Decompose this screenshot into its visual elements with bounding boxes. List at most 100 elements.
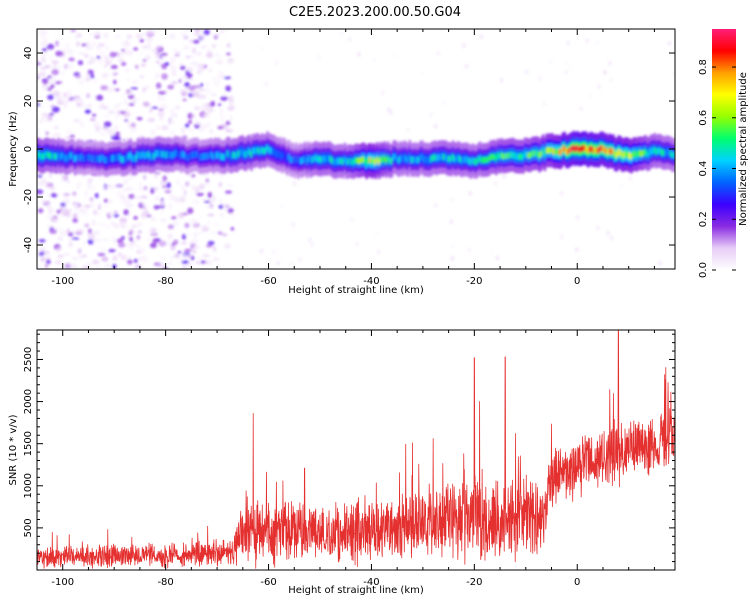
heatmap-noise-cell bbox=[479, 34, 484, 40]
heatmap-signal-core bbox=[585, 145, 588, 152]
heatmap-signal-core bbox=[561, 146, 565, 153]
y-tick-label: 20 bbox=[23, 95, 34, 108]
heatmap-noise-cell bbox=[449, 219, 454, 225]
heatmap-signal-core bbox=[615, 151, 619, 158]
heatmap-noise-cell bbox=[597, 84, 602, 90]
heatmap-noise-cell bbox=[450, 243, 455, 249]
heatmap-noise-cell bbox=[96, 55, 101, 59]
heatmap-noise-cell bbox=[84, 109, 91, 114]
heatmap-noise-cell bbox=[113, 210, 118, 214]
heatmap-signal-core bbox=[239, 149, 242, 156]
heatmap-noise-cell bbox=[495, 255, 500, 261]
snr-y-ticks: 500 1000 1500 2000 2500 bbox=[23, 333, 675, 563]
heatmap-signal-core bbox=[536, 150, 540, 157]
heatmap-noise-cell bbox=[64, 63, 68, 70]
heatmap-signal-core bbox=[671, 152, 675, 159]
heatmap-noise-cell bbox=[161, 73, 168, 80]
heatmap-noise-cell bbox=[189, 62, 196, 66]
heatmap-noise-cell bbox=[217, 125, 224, 130]
heatmap-signal-core bbox=[473, 158, 476, 165]
heatmap-noise-cell bbox=[129, 236, 133, 242]
heatmap-noise-cell bbox=[179, 65, 186, 71]
heatmap-noise-cell bbox=[595, 225, 600, 231]
heatmap-noise-cell bbox=[66, 89, 72, 96]
heatmap-noise-cell bbox=[66, 50, 75, 55]
heatmap-signal-core bbox=[316, 156, 320, 163]
heatmap-noise-cell bbox=[181, 260, 190, 265]
heatmap-signal-core bbox=[187, 154, 190, 161]
heatmap-signal-core bbox=[37, 151, 41, 158]
heatmap-signal-core bbox=[646, 151, 649, 158]
heatmap-noise-cell bbox=[168, 118, 173, 125]
heatmap-noise-cell bbox=[162, 185, 167, 189]
heatmap-noise-cell bbox=[141, 202, 146, 207]
heatmap-noise-cell bbox=[154, 75, 159, 80]
heatmap-signal-core bbox=[410, 156, 413, 163]
heatmap-noise-cell bbox=[126, 256, 133, 259]
heatmap-noise-cell bbox=[71, 256, 79, 260]
heatmap-signal-core bbox=[440, 153, 444, 161]
heatmap-signal-core bbox=[331, 157, 334, 164]
heatmap-signal-core bbox=[188, 152, 192, 159]
heatmap-noise-cell bbox=[218, 70, 223, 75]
heatmap-signal-core bbox=[554, 148, 558, 155]
heatmap-noise-cell bbox=[158, 108, 165, 112]
heatmap-signal-core bbox=[286, 155, 289, 162]
heatmap-noise-cell bbox=[316, 54, 321, 60]
heatmap-noise-cell bbox=[111, 184, 117, 190]
heatmap-noise-cell bbox=[123, 68, 132, 73]
heatmap-noise-cell bbox=[126, 259, 133, 265]
heatmap-signal-core bbox=[358, 157, 361, 165]
heatmap-signal-core bbox=[242, 150, 246, 157]
heatmap-signal-core bbox=[68, 153, 71, 161]
heatmap-noise-cell bbox=[51, 68, 59, 76]
heatmap-noise-cell bbox=[280, 203, 285, 209]
heatmap-noise-cell bbox=[450, 255, 455, 261]
heatmap-signal-core bbox=[172, 151, 176, 158]
heatmap-noise-cell bbox=[68, 241, 73, 247]
heatmap-signal-core bbox=[626, 151, 630, 158]
heatmap-signal-core bbox=[284, 153, 287, 160]
heatmap-noise-cell bbox=[135, 33, 142, 40]
heatmap-noise-cell bbox=[139, 51, 143, 55]
heatmap-noise-cell bbox=[203, 87, 211, 93]
heatmap-noise-cell bbox=[142, 101, 150, 107]
heatmap-signal-core bbox=[540, 150, 543, 158]
heatmap-signal-core bbox=[277, 151, 280, 158]
heatmap-noise-cell bbox=[52, 218, 58, 223]
heatmap-signal-core bbox=[194, 151, 197, 158]
heatmap-noise-cell bbox=[174, 253, 180, 259]
heatmap-signal-core bbox=[376, 155, 379, 163]
heatmap-noise-cell bbox=[187, 261, 194, 267]
heatmap-noise-cell bbox=[429, 111, 434, 117]
heatmap-noise-cell bbox=[66, 228, 71, 234]
heatmap-noise-cell bbox=[191, 30, 196, 36]
heatmap-noise-cell bbox=[167, 261, 173, 266]
heatmap-noise-cell bbox=[185, 233, 192, 237]
heatmap-noise-cell bbox=[493, 180, 498, 186]
heatmap-signal-core bbox=[309, 157, 313, 164]
heatmap-noise-cell bbox=[436, 51, 441, 57]
heatmap-noise-cell bbox=[180, 89, 186, 94]
heatmap-noise-cell bbox=[146, 37, 153, 43]
heatmap-signal-core bbox=[460, 157, 464, 164]
heatmap-noise-cell bbox=[44, 263, 49, 269]
heatmap-signal-core bbox=[295, 156, 298, 163]
heatmap-signal-core bbox=[140, 152, 143, 159]
heatmap-noise-cell bbox=[180, 75, 188, 82]
heatmap-signal-core bbox=[588, 146, 592, 153]
heatmap-noise-cell bbox=[56, 209, 61, 214]
heatmap-noise-cell bbox=[72, 203, 78, 208]
heatmap-noise-cell bbox=[125, 243, 133, 248]
heatmap-signal-core bbox=[458, 156, 462, 163]
heatmap-signal-band bbox=[37, 130, 675, 180]
heatmap-noise-cell bbox=[136, 116, 143, 121]
heatmap-signal-core bbox=[655, 148, 658, 155]
heatmap-signal-core bbox=[167, 150, 170, 158]
heatmap-signal-core bbox=[169, 151, 172, 159]
heatmap-noise-cell bbox=[112, 255, 118, 262]
heatmap-noise-cell bbox=[192, 39, 200, 44]
heatmap-noise-cell bbox=[205, 260, 212, 266]
x-tick-label: -40 bbox=[363, 577, 379, 588]
heatmap-signal-core bbox=[183, 152, 187, 159]
